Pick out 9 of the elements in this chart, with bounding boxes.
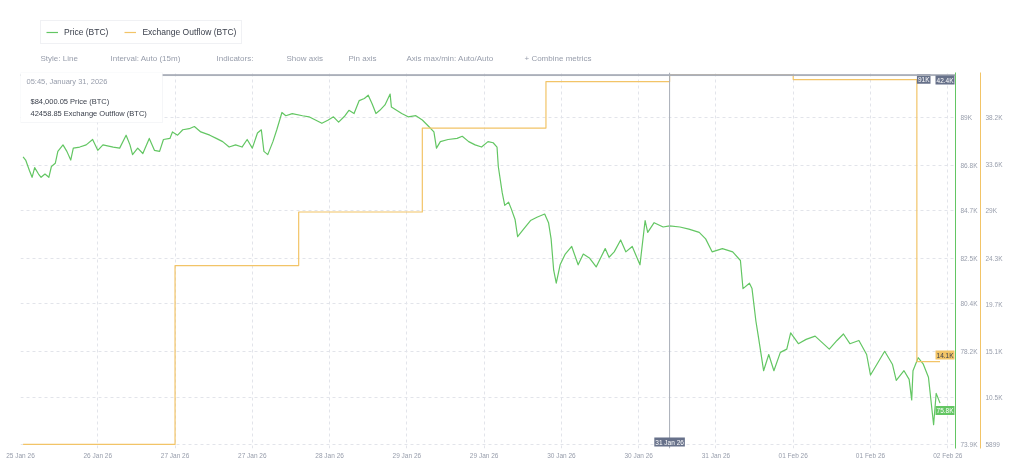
- text: Indicators:: [216, 54, 254, 63]
- legend-label: Price (BTC): [64, 26, 109, 38]
- text: Show axis: [286, 54, 323, 63]
- text: Style: Line: [40, 54, 79, 63]
- legend-label: Exchange Outflow (BTC): [142, 26, 237, 38]
- text: Axis max/min: Auto/Auto: [406, 54, 494, 63]
- text: + Combine metrics: [524, 54, 592, 63]
- text: Interval: Auto (15m): [110, 54, 181, 63]
- text: Pin axis: [348, 54, 377, 63]
